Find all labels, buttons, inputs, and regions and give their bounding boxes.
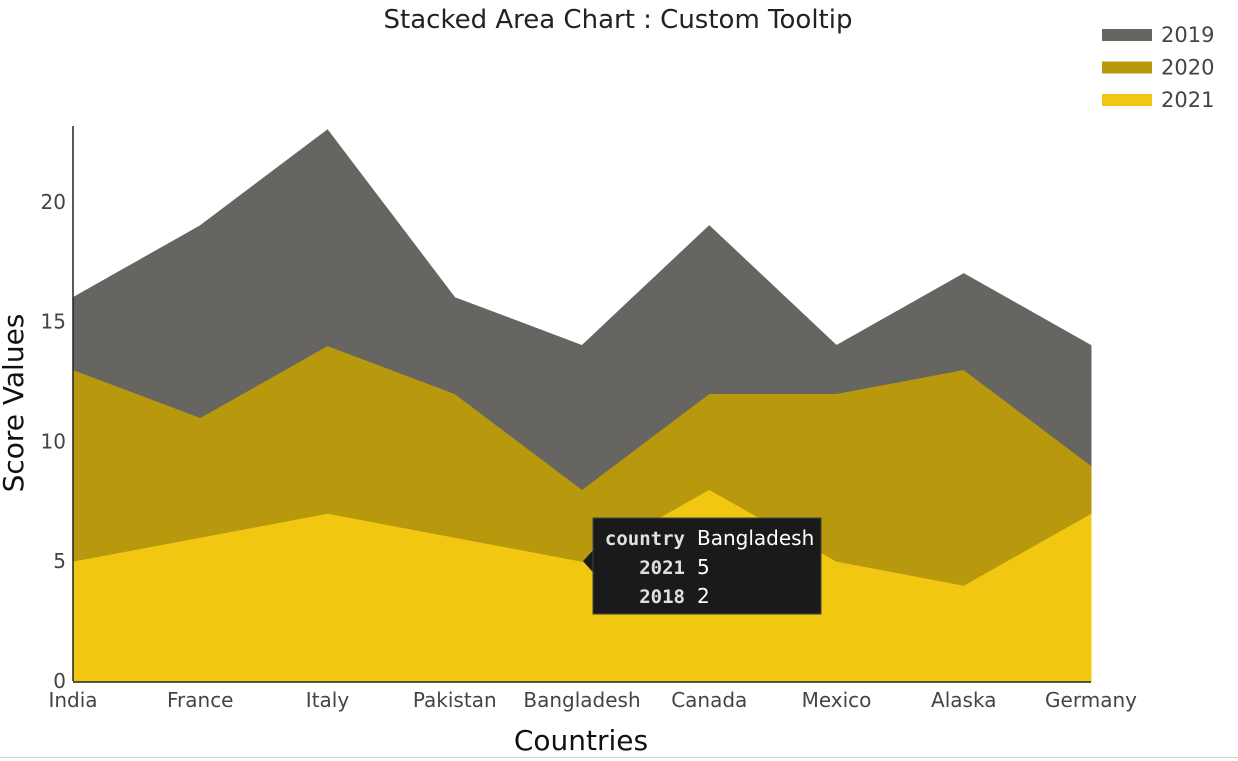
legend-label: 2019 — [1161, 23, 1214, 47]
legend-swatch — [1102, 94, 1152, 106]
y-tick-label: 5 — [53, 549, 66, 573]
axes — [72, 126, 1091, 683]
y-tick-labels: 0 5 10 15 20 — [41, 190, 66, 693]
legend[interactable]: 2019 2020 2021 — [1102, 23, 1214, 112]
tooltip-value: 2 — [697, 584, 710, 608]
legend-item-2019[interactable]: 2019 — [1102, 23, 1214, 47]
area-series-2019[interactable] — [72, 129, 1092, 490]
x-tick-label: Canada — [671, 688, 747, 712]
tooltip-value: Bangladesh — [697, 526, 814, 550]
x-tick-label: Alaska — [931, 688, 996, 712]
y-tick-label: 20 — [41, 190, 66, 214]
y-tick-label: 15 — [41, 310, 66, 334]
chart-title: Stacked Area Chart : Custom Tooltip — [384, 5, 853, 35]
x-tick-label: India — [48, 688, 97, 712]
x-tick-label: Italy — [306, 688, 350, 712]
y-axis-title: Score Values — [0, 314, 30, 493]
bottom-divider — [0, 757, 1238, 758]
x-tick-label: France — [167, 688, 234, 712]
x-tick-label: Mexico — [802, 688, 872, 712]
x-tick-label: Germany — [1045, 688, 1137, 712]
x-axis-title: Countries — [514, 724, 648, 757]
tooltip-pointer — [583, 550, 593, 573]
tooltip-box — [592, 517, 822, 615]
legend-item-2021[interactable]: 2021 — [1102, 88, 1214, 112]
x-tick-label: Pakistan — [413, 688, 497, 712]
legend-label: 2021 — [1161, 88, 1214, 112]
legend-label: 2020 — [1161, 56, 1214, 80]
area-layers — [72, 129, 1092, 682]
legend-item-2020[interactable]: 2020 — [1102, 56, 1214, 80]
legend-swatch — [1102, 61, 1152, 74]
x-tick-labels: India France Italy Pakistan Bangladesh Canada… — [48, 688, 1137, 712]
tooltip-key: 2021 — [639, 557, 685, 579]
x-tick-label: Bangladesh — [523, 688, 640, 712]
tooltip: country Bangladesh 2021 5 2018 2 — [583, 517, 822, 615]
tooltip-key: country — [605, 528, 685, 550]
tooltip-key: 2018 — [639, 586, 685, 608]
y-tick-label: 10 — [41, 429, 66, 453]
tooltip-value: 5 — [697, 555, 710, 579]
y-tick-label: 0 — [53, 669, 66, 693]
legend-swatch — [1102, 29, 1152, 41]
